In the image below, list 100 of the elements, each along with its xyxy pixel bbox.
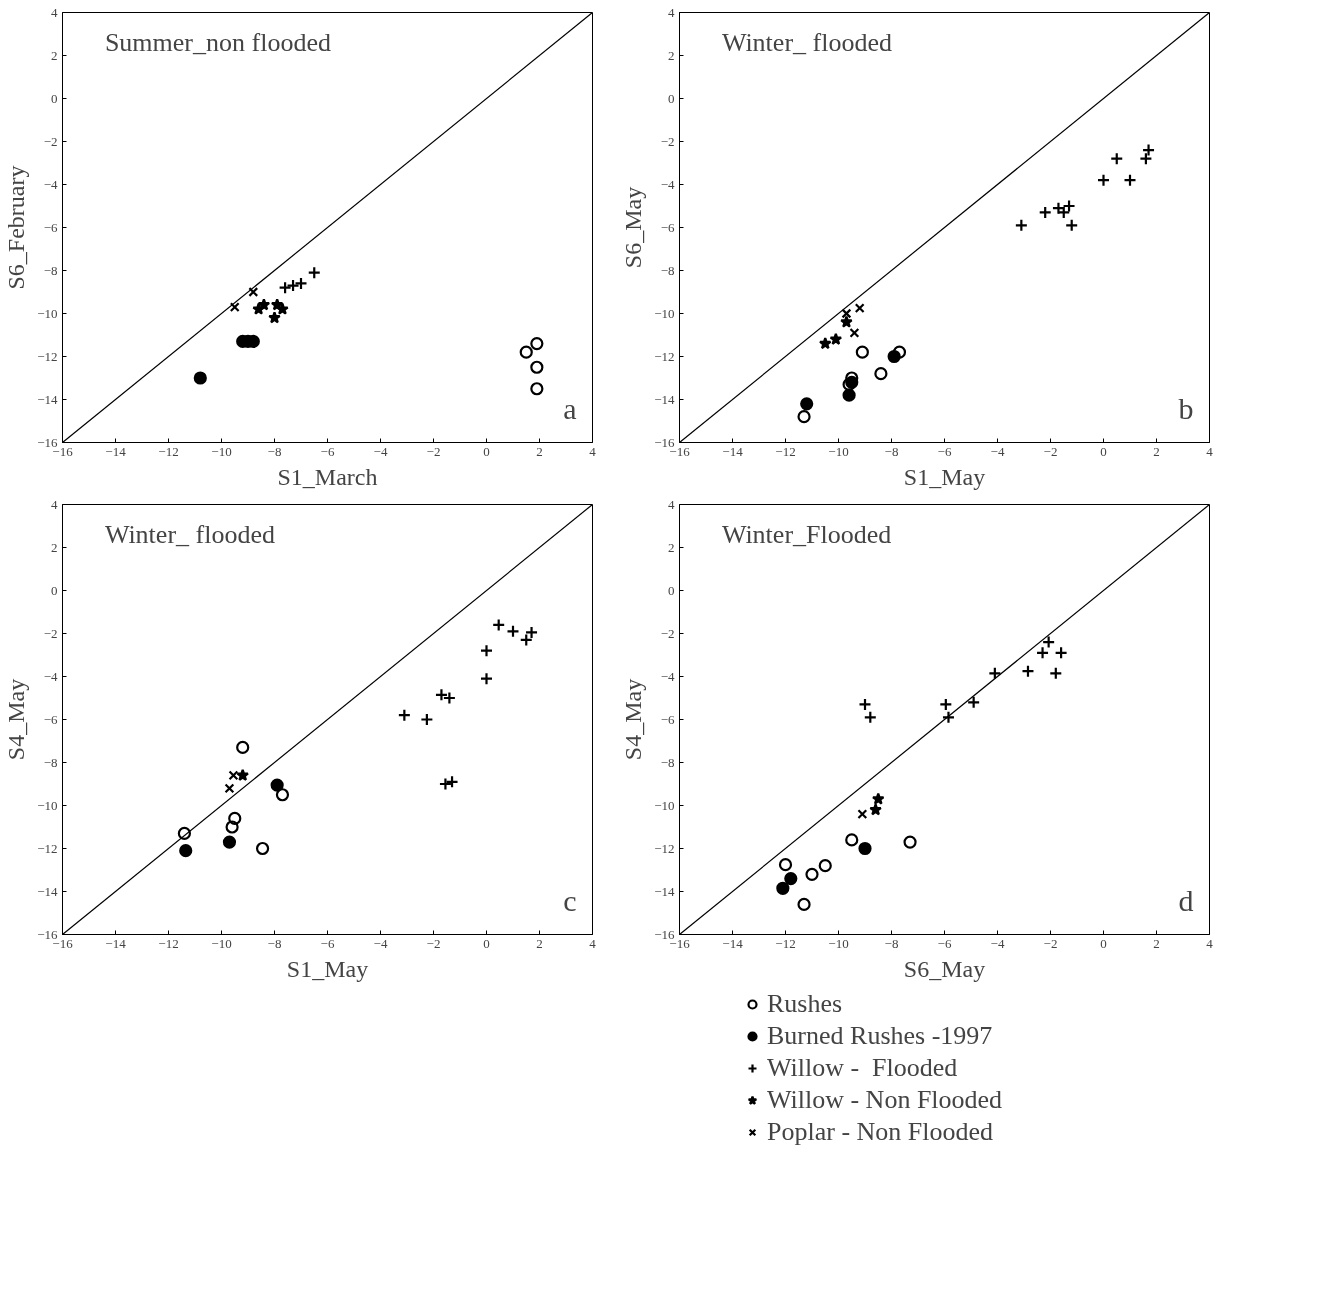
x-tick-label: −10: [828, 443, 849, 459]
point: [530, 382, 544, 396]
x-tick-label: 0: [1100, 443, 1107, 459]
y-axis-title: S4_May: [3, 678, 30, 761]
point: [225, 820, 239, 834]
point: [236, 768, 250, 781]
point: [874, 367, 888, 381]
x-tick-label: −8: [884, 935, 899, 951]
text: Winter_Flooded: [721, 520, 892, 550]
x-axis-title: S1_May: [903, 463, 986, 490]
x-tick-label: −6: [937, 935, 952, 951]
y-tick-label: 4: [51, 4, 58, 20]
point: [270, 778, 284, 792]
y-tick-label: 4: [51, 496, 58, 512]
x-tick-label: −6: [937, 443, 952, 459]
y-tick-label: 2: [51, 539, 58, 555]
point: [1021, 664, 1035, 678]
x-tick-label: −12: [158, 443, 179, 459]
y-tick-label: −6: [43, 711, 58, 727]
text: Winter_ flooded: [721, 28, 892, 58]
legend-label: Poplar - Non Flooded: [767, 1117, 994, 1147]
x-tick-label: −10: [828, 935, 849, 951]
point: [903, 835, 917, 849]
x-tick-label: 4: [1206, 935, 1214, 951]
y-tick-label: −10: [37, 305, 58, 321]
point: [863, 710, 877, 724]
point: [1042, 635, 1056, 649]
point: [307, 266, 321, 280]
x-tick-label: −4: [990, 443, 1005, 459]
point: [236, 740, 250, 755]
x-tick-label: 0: [1100, 935, 1107, 951]
x-tick-label: −12: [775, 935, 796, 951]
point: [776, 881, 790, 895]
y-tick-label: −8: [43, 262, 58, 278]
x-tick-label: 4: [589, 935, 597, 951]
legend-label: Willow - Flooded: [767, 1053, 958, 1083]
point: [849, 327, 860, 338]
point: [778, 858, 793, 872]
x-tick-label: 4: [1206, 443, 1214, 459]
x-tick-label: −10: [211, 935, 232, 951]
y-tick-label: 0: [668, 90, 675, 106]
point: [255, 841, 270, 856]
point: [530, 360, 544, 374]
point: [506, 624, 520, 638]
y-tick-label: 4: [668, 4, 675, 20]
point: [434, 688, 449, 702]
point: [1123, 173, 1137, 187]
x-tick-label: −2: [426, 935, 441, 951]
point: [842, 388, 856, 402]
y-axis-title: S4_May: [620, 678, 647, 761]
y-tick-label: −2: [43, 625, 58, 641]
x-tick-label: 2: [1153, 443, 1160, 459]
point: [800, 397, 814, 411]
y-tick-label: 2: [668, 47, 675, 63]
y-tick-label: −8: [660, 754, 675, 770]
y-tick-label: −4: [660, 668, 675, 684]
x-tick-label: 0: [483, 443, 490, 459]
point: [229, 302, 240, 313]
y-tick-label: −2: [660, 625, 675, 641]
y-axis-title: S6_May: [620, 186, 647, 269]
text: Summer_non flooded: [104, 28, 331, 58]
point: [871, 792, 885, 805]
x-tick-label: −8: [267, 443, 282, 459]
x-tick-label: −12: [158, 935, 179, 951]
x-tick-label: −4: [373, 443, 388, 459]
x-tick-label: −14: [105, 935, 127, 951]
annotation: d: [1178, 884, 1194, 918]
point: [397, 708, 411, 722]
x-tick-label: 0: [483, 935, 490, 951]
point: [530, 337, 544, 351]
x-tick-label: −14: [105, 443, 127, 459]
y-tick-label: −14: [654, 391, 675, 407]
x-tick-label: −14: [722, 935, 744, 951]
point: [840, 315, 853, 328]
x-tick-label: −2: [426, 443, 441, 459]
point: [1139, 152, 1153, 166]
x-tick-label: −14: [722, 443, 744, 459]
point: [224, 783, 235, 794]
point: [854, 303, 865, 314]
x-tick-label: −6: [320, 443, 335, 459]
y-tick-label: −2: [43, 133, 58, 149]
x-tick-label: −2: [1043, 935, 1058, 951]
point: [177, 826, 191, 841]
x-axis-title: S6_May: [903, 955, 986, 982]
point: [797, 897, 811, 911]
point: [858, 697, 872, 712]
point: [858, 841, 872, 856]
point: [228, 811, 242, 825]
point: [268, 311, 281, 324]
y-tick-label: −12: [654, 840, 675, 856]
y-tick-label: −14: [37, 883, 58, 899]
point: [1014, 218, 1028, 232]
y-tick-label: −4: [43, 176, 58, 192]
point: [887, 349, 901, 364]
point: [248, 287, 259, 297]
point: [519, 345, 533, 359]
point: [845, 833, 859, 847]
point: [275, 788, 290, 802]
x-tick-label: −2: [1043, 443, 1058, 459]
point: [276, 302, 289, 315]
